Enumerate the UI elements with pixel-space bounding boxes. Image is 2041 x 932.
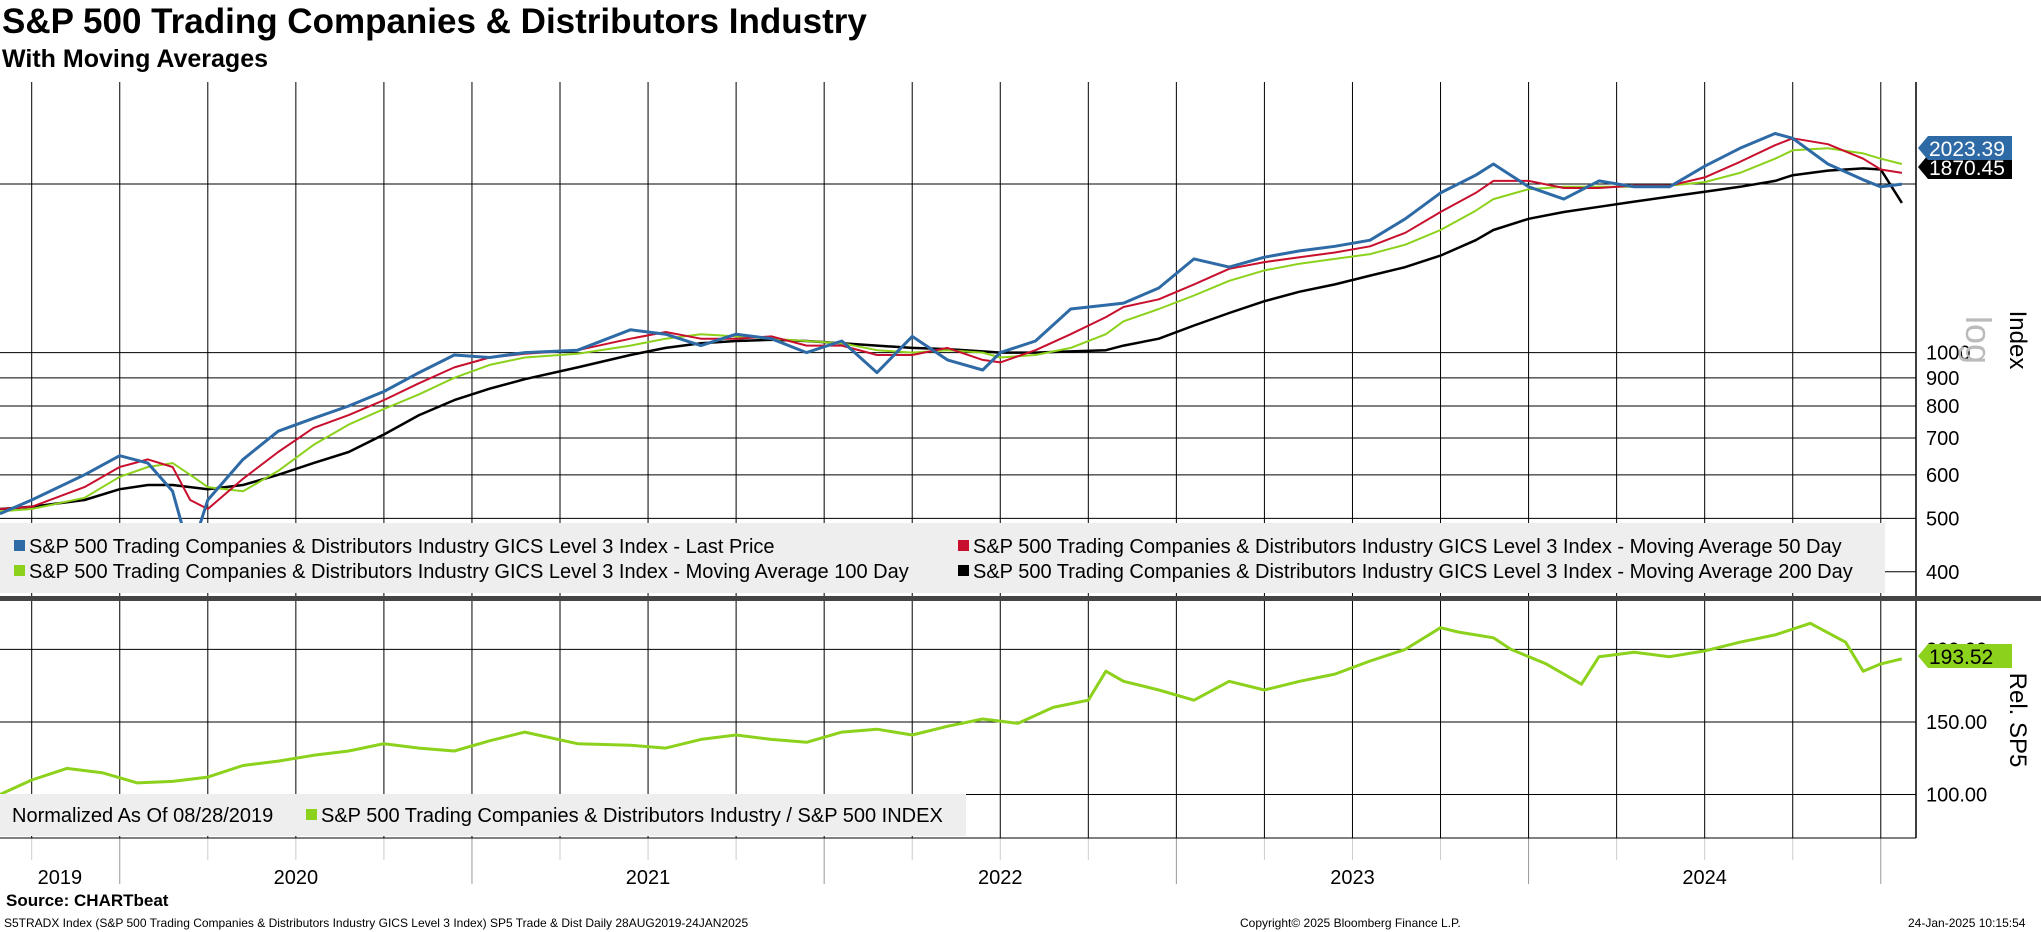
y-tick-label: 700 [1926, 428, 1959, 450]
panel-divider [0, 596, 2041, 601]
x-tick-label: 2022 [978, 867, 1023, 889]
legend-label: S&P 500 Trading Companies & Distributors… [973, 536, 1842, 558]
source-note: Source: CHARTbeat [6, 891, 169, 910]
x-tick-label: 2021 [626, 867, 671, 889]
last-value-tag-relative-shape [1918, 644, 2012, 668]
legend-box [0, 523, 1885, 593]
last-value-tag-price-shape [1918, 136, 2012, 160]
y-tick-label: 1000 [1926, 343, 1971, 365]
last-value-tag-relative-text: 193.52 [1929, 646, 1993, 669]
last-value-tag-ma200-text: 1870.45 [1929, 157, 2005, 180]
last-value-tag-price: 2023.39 [1918, 136, 2012, 161]
series-line-ma200 [0, 167, 1903, 511]
last-value-tag-relative: 193.52 [1918, 644, 2012, 669]
y-tick-label: 500 [1926, 508, 1959, 530]
legend-swatch [14, 565, 25, 576]
scale-label: log [1958, 316, 1999, 364]
legend-swatch [958, 565, 969, 576]
y-tick-label: 900 [1926, 368, 1959, 390]
legend-label: S&P 500 Trading Companies & Distributors… [29, 536, 775, 558]
x-tick-label: 2024 [1682, 867, 1727, 889]
last-value-tag-price-text: 2023.39 [1929, 138, 2005, 161]
page-title: S&P 500 Trading Companies & Distributors… [2, 2, 867, 41]
page-subtitle: With Moving Averages [2, 45, 269, 73]
index-description: S5TRADX Index (S&P 500 Trading Companies… [4, 916, 749, 930]
x-tick-label: 2023 [1330, 867, 1375, 889]
legend-box [0, 794, 966, 836]
y-tick-label: 150.00 [1926, 712, 1987, 734]
last-value-tag-ma200: 1870.45 [1918, 155, 2012, 180]
y-tick-label: 800 [1926, 396, 1959, 418]
y-axis-label: Rel. SP5 [2004, 673, 2031, 768]
y-axis-label: Index [2004, 311, 2031, 370]
legend-label: S&P 500 Trading Companies & Distributors… [321, 805, 943, 827]
legend-label: S&P 500 Trading Companies & Distributors… [973, 561, 1853, 583]
timestamp: 24-Jan-2025 10:15:54 [1908, 916, 2026, 930]
series-line-last-price [0, 132, 1903, 556]
x-tick-label: 2019 [38, 867, 83, 889]
y-tick-label: 100.00 [1926, 784, 1987, 806]
legend-label: S&P 500 Trading Companies & Distributors… [29, 561, 909, 583]
y-tick-label: 400 [1926, 562, 1959, 584]
legend-swatch [306, 809, 317, 820]
series-line-relative [0, 621, 1903, 796]
legend-swatch [14, 540, 25, 551]
y-tick-label: 600 [1926, 465, 1959, 487]
copyright-note: Copyright© 2025 Bloomberg Finance L.P. [1240, 916, 1461, 930]
x-tick-label: 2020 [274, 867, 319, 889]
legend-swatch [958, 540, 969, 551]
normalization-note: Normalized As Of 08/28/2019 [12, 805, 273, 827]
last-value-tag-ma200-shape [1918, 155, 2012, 179]
